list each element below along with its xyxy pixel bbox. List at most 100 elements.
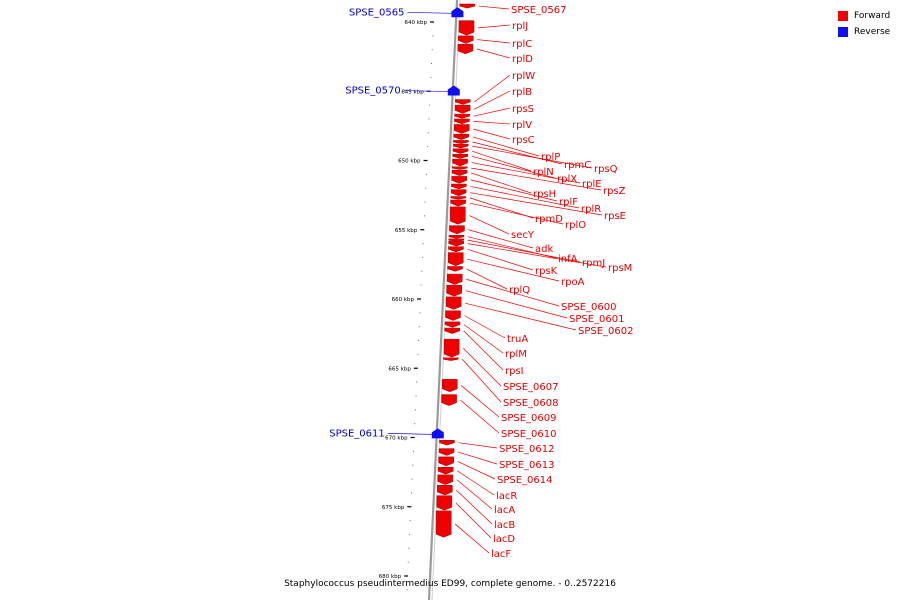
forward-gene-label: rpmJ xyxy=(582,258,605,269)
scale-tick-label: 655 kbp xyxy=(395,228,418,234)
forward-leader-line xyxy=(474,74,511,103)
forward-gene xyxy=(448,246,464,253)
forward-leader-line xyxy=(467,239,581,263)
gene-layer xyxy=(431,3,476,538)
forward-gene xyxy=(451,169,468,177)
forward-leader-line xyxy=(460,399,500,434)
forward-gene xyxy=(447,252,464,267)
forward-leader-line xyxy=(470,172,532,194)
forward-gene xyxy=(439,440,455,446)
forward-leader-line xyxy=(464,315,506,339)
forward-gene xyxy=(438,456,454,467)
forward-gene-label: rplM xyxy=(505,349,527,360)
forward-gene-label: SPSE_0612 xyxy=(499,444,555,455)
forward-gene-label: adk xyxy=(535,244,553,255)
forward-gene xyxy=(457,43,474,55)
forward-gene-label: rpsE xyxy=(604,211,626,222)
scale-tick-label: 640 kbp xyxy=(405,20,428,26)
forward-leader-line xyxy=(471,156,556,179)
forward-gene xyxy=(446,273,463,285)
forward-leader-line xyxy=(465,302,577,331)
forward-leader-line xyxy=(472,145,593,169)
reverse-gene-label: SPSE_0565 xyxy=(349,7,405,18)
label-layer: SPSE_0565 SPSE_0570 SPSE_0611 SPSE_0567 rplJ… xyxy=(329,5,633,560)
forward-gene xyxy=(437,467,454,475)
forward-gene xyxy=(452,158,468,167)
forward-leader-line xyxy=(473,90,511,110)
forward-gene-label: lacR xyxy=(496,491,517,502)
forward-gene xyxy=(442,379,458,393)
forward-leader-line xyxy=(454,523,490,554)
forward-leader-line xyxy=(471,162,581,184)
forward-leader-line xyxy=(466,268,508,290)
reverse-leader-line xyxy=(403,90,448,92)
scale-tick-label: 660 kbp xyxy=(392,297,415,303)
forward-gene xyxy=(444,327,460,334)
forward-gene xyxy=(451,176,468,184)
scale-tick-label: 645 kbp xyxy=(401,89,424,95)
scale-tick-label: 675 kbp xyxy=(382,505,405,511)
reverse-leader-line xyxy=(387,432,432,435)
forward-gene-label: SPSE_0600 xyxy=(561,302,617,313)
forward-gene-label: SPSE_0609 xyxy=(501,413,557,424)
forward-gene xyxy=(437,474,454,485)
forward-gene-label: rplV xyxy=(512,120,532,131)
forward-gene xyxy=(453,140,469,144)
forward-gene-label: rpsI xyxy=(505,366,524,377)
forward-gene-label: lacB xyxy=(494,520,515,531)
forward-leader-line xyxy=(466,278,560,307)
forward-gene-label: secY xyxy=(511,230,535,241)
forward-gene xyxy=(451,183,467,190)
forward-gene-label: lacA xyxy=(494,505,515,516)
forward-gene xyxy=(454,104,471,114)
forward-leader-line xyxy=(467,243,607,268)
forward-leader-line xyxy=(470,186,580,209)
legend-item-reverse: Reverse xyxy=(838,25,890,39)
forward-leader-line xyxy=(462,359,502,403)
forward-gene-label: rplF xyxy=(559,197,578,208)
forward-swatch xyxy=(838,11,848,21)
forward-gene xyxy=(450,206,466,225)
forward-leader-line xyxy=(467,248,534,271)
forward-leader-line xyxy=(470,192,603,216)
forward-leader-line xyxy=(457,451,498,465)
forward-gene xyxy=(459,3,476,9)
genome-caption: Staphylococcus pseudintermedius ED99, co… xyxy=(284,579,616,589)
legend-label-reverse: Reverse xyxy=(854,27,891,37)
forward-gene xyxy=(450,196,467,200)
forward-gene xyxy=(448,235,465,239)
forward-gene xyxy=(455,99,471,105)
forward-gene xyxy=(448,238,465,242)
forward-gene xyxy=(453,133,469,140)
forward-gene xyxy=(453,143,469,149)
forward-gene xyxy=(445,310,461,321)
forward-leader-line xyxy=(470,179,558,202)
forward-gene xyxy=(454,113,470,119)
forward-gene xyxy=(452,154,469,159)
forward-leader-line xyxy=(461,385,500,418)
forward-gene xyxy=(447,266,463,272)
reverse-gene-label: SPSE_0611 xyxy=(329,428,385,439)
forward-leader-line xyxy=(462,347,502,387)
forward-gene xyxy=(445,296,462,310)
forward-leader-line xyxy=(469,202,564,225)
forward-gene xyxy=(443,338,460,358)
reverse-leader-line xyxy=(407,11,452,14)
forward-leader-line xyxy=(478,5,510,10)
forward-gene-label: rpmD xyxy=(535,214,563,225)
forward-gene-label: SPSE_0602 xyxy=(578,326,634,337)
forward-gene-label: rplR xyxy=(581,204,601,215)
reverse-gene xyxy=(431,428,444,439)
forward-leader-line xyxy=(463,324,504,354)
forward-gene-label: SPSE_0607 xyxy=(503,382,559,393)
scale-tick-label: 670 kbp xyxy=(385,436,408,442)
forward-gene xyxy=(443,357,459,361)
scale-tick-label: 680 kbp xyxy=(379,574,402,580)
forward-gene xyxy=(450,199,466,207)
forward-leader-line xyxy=(473,107,511,117)
forward-gene xyxy=(453,124,470,134)
reverse-gene xyxy=(447,85,460,96)
forward-gene-label: rpsK xyxy=(535,266,558,277)
backbone-line xyxy=(427,0,459,600)
